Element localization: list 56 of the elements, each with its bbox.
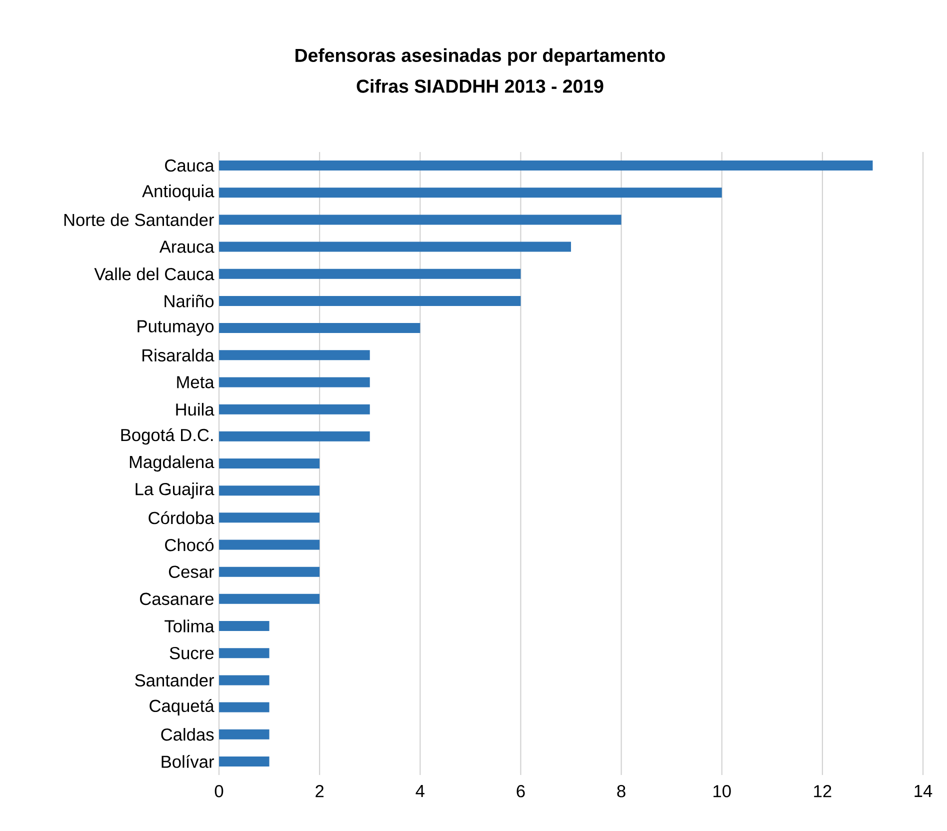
chart-title: Defensoras asesinadas por departamento [296, 48, 665, 66]
bar [219, 431, 370, 442]
y-tick-label: Bolívar [162, 754, 214, 768]
y-tick-label: Meta [177, 376, 214, 388]
y-tick-label: Chocó [165, 538, 214, 552]
bar [219, 458, 320, 468]
x-tick-label: 4 [416, 785, 424, 797]
y-tick-label: Santander [135, 674, 214, 687]
y-tick-label: Caldas [161, 728, 214, 741]
bar [219, 566, 320, 577]
chart-subtitle: Cifras SIADDHH 2013 - 2019 [356, 79, 604, 93]
y-tick-label: Valle del Cauca [94, 268, 214, 280]
x-tick-label: 14 [914, 785, 932, 797]
bar [219, 675, 270, 686]
bar [219, 350, 370, 360]
y-tick-label: Risaralda [142, 348, 214, 362]
bar [219, 540, 320, 550]
bar [219, 214, 622, 225]
bar [219, 188, 722, 198]
y-tick-label: Córdoba [148, 511, 214, 524]
bar [219, 621, 270, 632]
y-tick-label: Magdalena [130, 455, 214, 472]
y-tick-label: Huila [176, 402, 214, 416]
x-tick-label: 6 [516, 785, 525, 798]
x-tick-label: 12 [814, 785, 832, 798]
y-tick-label: Casanare [140, 592, 214, 606]
bar [219, 702, 270, 712]
bar [219, 404, 370, 414]
y-tick-label: Sucre [170, 646, 214, 660]
bar [219, 594, 320, 604]
y-tick-label: Norte de Santander [64, 213, 214, 226]
y-tick-label: Putumayo [138, 320, 214, 336]
x-tick-label: 0 [214, 785, 224, 798]
y-tick-label: Antioquia [142, 184, 214, 201]
bar [219, 323, 420, 334]
x-tick-label: 8 [617, 785, 626, 798]
y-tick-label: Cauca [165, 159, 214, 172]
y-tick-label: Nariño [164, 294, 214, 308]
bar [219, 377, 370, 388]
bar [219, 756, 270, 766]
x-tick-label: 2 [316, 785, 324, 798]
y-tick-label: La Guajira [136, 482, 214, 499]
bar [219, 268, 521, 279]
bar [219, 296, 521, 306]
y-tick-label: Cesar [168, 566, 214, 578]
y-tick-label: Arauca [159, 240, 214, 253]
bar [219, 160, 873, 171]
x-tick-label: 10 [714, 785, 731, 798]
bar [219, 648, 270, 658]
y-tick-label: Tolima [164, 620, 214, 632]
bar [219, 486, 320, 496]
y-tick-label: Caquetá [150, 699, 214, 716]
bar [219, 242, 571, 252]
bar [219, 512, 320, 523]
y-tick-label: Bogotá D.C. [121, 428, 213, 445]
bar [219, 729, 270, 740]
